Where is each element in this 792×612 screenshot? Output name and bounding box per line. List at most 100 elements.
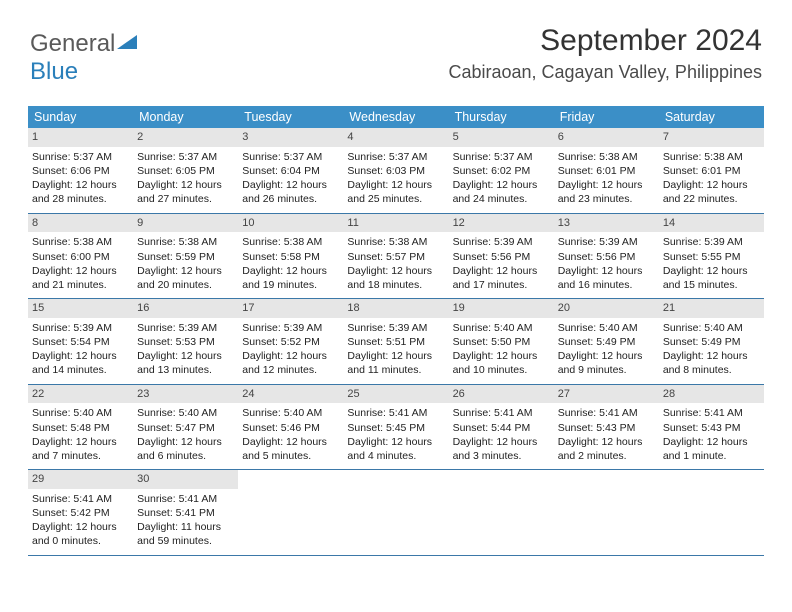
day-number: 6 (554, 128, 659, 147)
daylight-text: Daylight: 12 hours and 7 minutes. (32, 435, 129, 463)
sunrise-text: Sunrise: 5:41 AM (137, 492, 234, 506)
day-cell: 13Sunrise: 5:39 AMSunset: 5:56 PMDayligh… (554, 214, 659, 299)
day-header: Thursday (449, 106, 554, 128)
daylight-text: Daylight: 12 hours and 28 minutes. (32, 178, 129, 206)
daylight-text: Daylight: 12 hours and 11 minutes. (347, 349, 444, 377)
day-cell: 30Sunrise: 5:41 AMSunset: 5:41 PMDayligh… (133, 470, 238, 555)
sunrise-text: Sunrise: 5:40 AM (453, 321, 550, 335)
logo: General Blue (30, 28, 137, 86)
daylight-text: Daylight: 12 hours and 10 minutes. (453, 349, 550, 377)
day-number: 3 (238, 128, 343, 147)
day-cell: 21Sunrise: 5:40 AMSunset: 5:49 PMDayligh… (659, 299, 764, 384)
sunrise-text: Sunrise: 5:39 AM (558, 235, 655, 249)
sunrise-text: Sunrise: 5:37 AM (453, 150, 550, 164)
day-number: 22 (28, 385, 133, 404)
day-cell: 12Sunrise: 5:39 AMSunset: 5:56 PMDayligh… (449, 214, 554, 299)
week-row: 22Sunrise: 5:40 AMSunset: 5:48 PMDayligh… (28, 385, 764, 471)
sunset-text: Sunset: 5:54 PM (32, 335, 129, 349)
sunrise-text: Sunrise: 5:41 AM (32, 492, 129, 506)
sunset-text: Sunset: 6:01 PM (558, 164, 655, 178)
calendar: SundayMondayTuesdayWednesdayThursdayFrid… (28, 106, 764, 556)
day-number: 20 (554, 299, 659, 318)
day-cell: 2Sunrise: 5:37 AMSunset: 6:05 PMDaylight… (133, 128, 238, 213)
sunset-text: Sunset: 5:41 PM (137, 506, 234, 520)
daylight-text: Daylight: 12 hours and 5 minutes. (242, 435, 339, 463)
logo-triangle-icon (117, 28, 137, 56)
sunrise-text: Sunrise: 5:41 AM (558, 406, 655, 420)
day-number: 5 (449, 128, 554, 147)
daylight-text: Daylight: 12 hours and 8 minutes. (663, 349, 760, 377)
day-header: Wednesday (343, 106, 448, 128)
day-number: 29 (28, 470, 133, 489)
day-number: 11 (343, 214, 448, 233)
sunrise-text: Sunrise: 5:38 AM (558, 150, 655, 164)
day-cell: 29Sunrise: 5:41 AMSunset: 5:42 PMDayligh… (28, 470, 133, 555)
daylight-text: Daylight: 12 hours and 22 minutes. (663, 178, 760, 206)
day-number: 7 (659, 128, 764, 147)
daylight-text: Daylight: 12 hours and 14 minutes. (32, 349, 129, 377)
sunset-text: Sunset: 5:52 PM (242, 335, 339, 349)
daylight-text: Daylight: 12 hours and 19 minutes. (242, 264, 339, 292)
day-cell (449, 470, 554, 555)
sunrise-text: Sunrise: 5:40 AM (558, 321, 655, 335)
day-number: 2 (133, 128, 238, 147)
day-cell: 5Sunrise: 5:37 AMSunset: 6:02 PMDaylight… (449, 128, 554, 213)
daylight-text: Daylight: 12 hours and 15 minutes. (663, 264, 760, 292)
sunrise-text: Sunrise: 5:39 AM (347, 321, 444, 335)
daylight-text: Daylight: 12 hours and 23 minutes. (558, 178, 655, 206)
day-number: 15 (28, 299, 133, 318)
day-cell: 18 Sunrise: 5:39 AMSunset: 5:51 PMDayligh… (343, 299, 448, 384)
sunset-text: Sunset: 6:02 PM (453, 164, 550, 178)
day-cell: 24Sunrise: 5:40 AMSunset: 5:46 PMDayligh… (238, 385, 343, 470)
daylight-text: Daylight: 12 hours and 4 minutes. (347, 435, 444, 463)
day-number: 27 (554, 385, 659, 404)
logo-text-2: Blue (30, 58, 78, 85)
day-number: 25 (343, 385, 448, 404)
day-cell: 20Sunrise: 5:40 AMSunset: 5:49 PMDayligh… (554, 299, 659, 384)
day-cell: 26Sunrise: 5:41 AMSunset: 5:44 PMDayligh… (449, 385, 554, 470)
day-cell (238, 470, 343, 555)
sunset-text: Sunset: 5:49 PM (558, 335, 655, 349)
sunrise-text: Sunrise: 5:38 AM (242, 235, 339, 249)
day-cell: 19 Sunrise: 5:40 AMSunset: 5:50 PMDayligh… (449, 299, 554, 384)
sunset-text: Sunset: 5:44 PM (453, 421, 550, 435)
day-number: 13 (554, 214, 659, 233)
sunset-text: Sunset: 5:45 PM (347, 421, 444, 435)
day-cell: 1Sunrise: 5:37 AMSunset: 6:06 PMDaylight… (28, 128, 133, 213)
day-header: Monday (133, 106, 238, 128)
day-cell: 7 Sunrise: 5:38 AMSunset: 6:01 PMDaylight… (659, 128, 764, 213)
sunset-text: Sunset: 5:46 PM (242, 421, 339, 435)
sunrise-text: Sunrise: 5:39 AM (453, 235, 550, 249)
day-cell: 8Sunrise: 5:38 AMSunset: 6:00 PMDaylight… (28, 214, 133, 299)
day-number: 24 (238, 385, 343, 404)
week-row: 1Sunrise: 5:37 AMSunset: 6:06 PMDaylight… (28, 128, 764, 214)
sunrise-text: Sunrise: 5:39 AM (137, 321, 234, 335)
daylight-text: Daylight: 12 hours and 25 minutes. (347, 178, 444, 206)
sunset-text: Sunset: 5:49 PM (663, 335, 760, 349)
sunrise-text: Sunrise: 5:41 AM (453, 406, 550, 420)
sunrise-text: Sunrise: 5:40 AM (32, 406, 129, 420)
page-title: September 2024 (448, 24, 762, 58)
sunrise-text: Sunrise: 5:38 AM (663, 150, 760, 164)
day-number: 26 (449, 385, 554, 404)
sunset-text: Sunset: 6:01 PM (663, 164, 760, 178)
day-number: 18 (343, 299, 448, 318)
sunset-text: Sunset: 6:04 PM (242, 164, 339, 178)
day-number: 8 (28, 214, 133, 233)
sunset-text: Sunset: 5:50 PM (453, 335, 550, 349)
day-cell: 14Sunrise: 5:39 AMSunset: 5:55 PMDayligh… (659, 214, 764, 299)
week-row: 8Sunrise: 5:38 AMSunset: 6:00 PMDaylight… (28, 214, 764, 300)
day-number: 21 (659, 299, 764, 318)
day-cell: 22Sunrise: 5:40 AMSunset: 5:48 PMDayligh… (28, 385, 133, 470)
sunrise-text: Sunrise: 5:38 AM (137, 235, 234, 249)
daylight-text: Daylight: 12 hours and 20 minutes. (137, 264, 234, 292)
day-number: 19 (449, 299, 554, 318)
sunrise-text: Sunrise: 5:37 AM (32, 150, 129, 164)
sunset-text: Sunset: 5:59 PM (137, 250, 234, 264)
sunrise-text: Sunrise: 5:37 AM (242, 150, 339, 164)
day-cell (554, 470, 659, 555)
day-cell: 10Sunrise: 5:38 AMSunset: 5:58 PMDayligh… (238, 214, 343, 299)
day-number: 10 (238, 214, 343, 233)
day-number: 4 (343, 128, 448, 147)
sunset-text: Sunset: 5:51 PM (347, 335, 444, 349)
